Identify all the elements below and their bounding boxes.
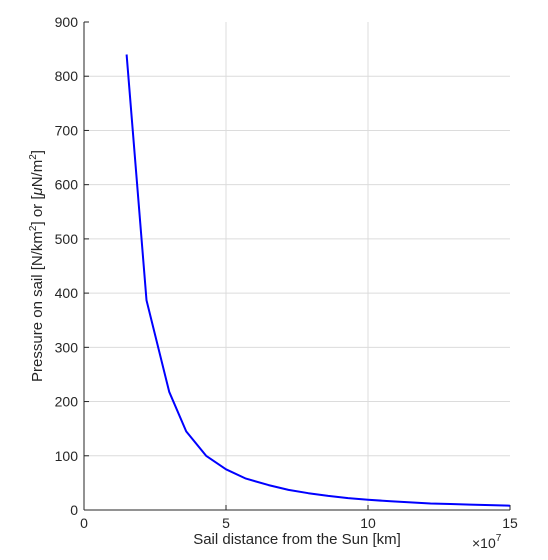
- series: [125, 54, 511, 507]
- y-tick-label: 200: [55, 394, 79, 410]
- grid: [84, 22, 510, 510]
- y-tick-label: 400: [55, 285, 79, 301]
- y-tick-labels: 0 100 200 300 400 500 600 700 800 900: [55, 14, 79, 518]
- series-line: [125, 54, 511, 507]
- y-tick-label: 600: [55, 177, 79, 193]
- x-tick-label: 0: [80, 515, 88, 531]
- x-multiplier-base: ×10: [472, 535, 496, 551]
- y-tick-label: 0: [70, 502, 78, 518]
- x-tick-labels: 0 5 10 15: [80, 515, 518, 531]
- axes: [83, 21, 511, 511]
- x-tick-label: 10: [360, 515, 376, 531]
- y-tick-label: 800: [55, 68, 79, 84]
- x-multiplier-exponent: 7: [496, 533, 502, 544]
- x-tick-label: 15: [502, 515, 518, 531]
- x-axis-label: Sail distance from the Sun [km]: [193, 531, 401, 548]
- plot-area: [84, 22, 510, 510]
- y-tick-label: 900: [55, 14, 79, 30]
- y-tick-label: 100: [55, 448, 79, 464]
- x-tick-label: 5: [222, 515, 230, 531]
- y-tick-label: 700: [55, 122, 79, 138]
- y-axis-label: Pressure on sail [N/km2] or [μN/m2]: [28, 150, 46, 382]
- y-tick-label: 500: [55, 231, 79, 247]
- y-tick-label: 300: [55, 339, 79, 355]
- x-axis-multiplier: ×107: [472, 533, 502, 551]
